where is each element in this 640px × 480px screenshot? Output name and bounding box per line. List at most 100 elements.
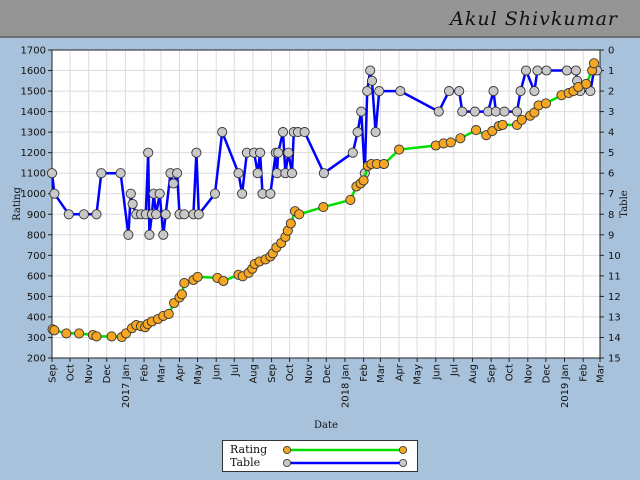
x-tick-label: Dec <box>102 364 113 383</box>
x-tick-label: Mar <box>596 363 607 383</box>
y2-tick-label: 12 <box>608 292 621 303</box>
x-tick-label: Dec <box>541 364 552 383</box>
y2-tick-label: 14 <box>608 333 621 344</box>
data-point-table <box>209 188 221 199</box>
y2-tick-label: 9 <box>608 230 614 241</box>
y-tick-label: 200 <box>27 354 46 365</box>
y-tick-label: 1300 <box>21 128 46 139</box>
x-axis-title: Date <box>314 420 338 431</box>
data-point-table <box>443 86 455 97</box>
y-tick-label: 900 <box>27 210 46 221</box>
y2-axis-title: Table <box>619 190 630 217</box>
x-tick-label: Jul <box>230 364 241 377</box>
data-point-table <box>283 147 294 158</box>
y-tick-label: 400 <box>27 312 46 323</box>
y2-tick-label: 13 <box>608 312 621 323</box>
data-point-table <box>233 168 244 179</box>
legend-label-table: Table <box>230 456 261 469</box>
x-tick-label: Feb <box>140 364 151 382</box>
data-point-rating <box>74 328 85 339</box>
data-point-table <box>271 168 283 179</box>
data-point-rating <box>487 126 498 137</box>
data-point-table <box>561 65 572 76</box>
data-point-rating <box>358 175 369 186</box>
legend-swatch-rating <box>283 446 407 454</box>
x-tick-label: May <box>193 364 204 385</box>
data-point-rating <box>163 308 174 319</box>
data-point-rating <box>106 331 117 342</box>
data-point-table <box>143 147 154 158</box>
x-tick-label: Apr <box>175 363 186 381</box>
data-point-table <box>352 127 363 138</box>
data-point-table <box>154 188 165 199</box>
data-point-table <box>91 209 102 220</box>
data-point-table <box>347 147 358 158</box>
y-tick-label: 1000 <box>21 189 46 200</box>
y-tick-label: 1600 <box>21 66 46 77</box>
data-point-rating <box>345 194 356 205</box>
data-point-table <box>318 168 329 179</box>
data-point-rating <box>285 218 296 229</box>
data-point-table <box>237 188 248 199</box>
y2-tick-label: 11 <box>608 271 621 282</box>
x-tick-label: Nov <box>304 364 315 384</box>
x-tick-label: Mar <box>156 363 167 383</box>
x-tick-label: Sep <box>48 364 59 383</box>
data-point-table <box>374 86 385 97</box>
data-point-table <box>191 147 202 158</box>
data-point-table <box>125 188 136 199</box>
y2-tick-label: 4 <box>608 128 614 139</box>
y2-tick-label: 0 <box>608 46 614 57</box>
data-point-table <box>265 188 276 199</box>
data-point-rating <box>540 98 551 109</box>
x-tick-label: 2017 Jan <box>121 364 132 408</box>
data-point-table <box>299 127 310 138</box>
legend-item-table: Table <box>228 456 414 470</box>
y2-tick-label: 10 <box>608 251 621 262</box>
data-point-rating <box>49 325 60 336</box>
legend-swatch-table <box>283 459 407 467</box>
x-tick-label: Jul <box>449 364 460 377</box>
y-tick-label: 1400 <box>21 107 46 118</box>
data-point-table <box>454 86 465 97</box>
y-tick-label: 1700 <box>21 46 46 57</box>
x-tick-label: Nov <box>84 364 95 384</box>
x-tick-label: Jun <box>212 364 223 381</box>
data-point-table <box>457 106 468 117</box>
x-tick-label: 2018 Jan <box>340 364 351 408</box>
x-tick-label: Mar <box>376 363 387 383</box>
y-tick-label: 600 <box>27 271 46 282</box>
x-tick-label: Sep <box>487 364 498 383</box>
data-point-table <box>490 106 501 117</box>
data-point-table <box>433 106 444 117</box>
y-tick-label: 1500 <box>21 87 46 98</box>
x-tick-label: 2019 Jan <box>560 364 571 408</box>
data-point-table <box>515 86 526 97</box>
x-tick-label: Feb <box>359 364 370 382</box>
data-point-table <box>123 229 134 240</box>
data-point-table <box>255 147 266 158</box>
data-point-table <box>520 65 532 76</box>
data-point-table <box>532 65 543 76</box>
data-point-rating <box>516 114 527 125</box>
x-tick-label: Nov <box>523 364 534 384</box>
data-point-table <box>511 106 523 117</box>
header-bar: Akul Shivkumar <box>0 0 640 38</box>
x-tick-label: Aug <box>248 364 259 384</box>
data-point-table <box>356 106 367 117</box>
data-point-rating <box>176 289 187 300</box>
data-point-table <box>168 178 179 189</box>
y2-tick-label: 8 <box>608 210 614 221</box>
x-tick-label: May <box>413 364 424 385</box>
data-point-table <box>46 168 58 179</box>
data-point-table <box>370 127 381 138</box>
data-point-table <box>362 86 373 97</box>
plot-frame <box>51 49 601 359</box>
data-point-table <box>365 65 376 76</box>
x-tick-label: Oct <box>66 364 77 381</box>
y2-tick-label: 7 <box>608 189 614 200</box>
data-point-table <box>217 127 228 138</box>
x-tick-label: Sep <box>267 364 278 383</box>
x-tick-label: Jun <box>431 364 442 381</box>
user-name: Akul Shivkumar <box>450 8 618 30</box>
